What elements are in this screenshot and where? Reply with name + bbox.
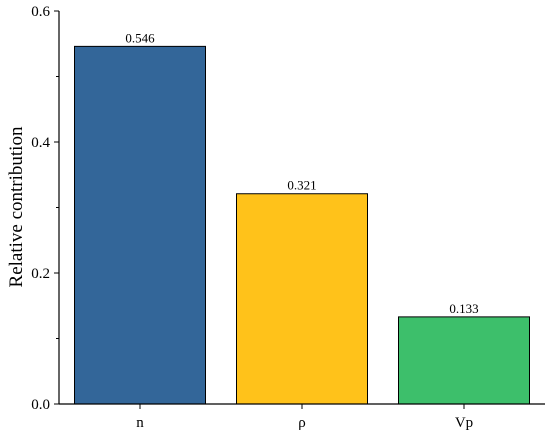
bars-layer xyxy=(74,45,530,405)
bar-0 xyxy=(74,45,206,405)
x-tick-label-1: ρ xyxy=(298,415,306,431)
axes-layer xyxy=(54,10,545,409)
value-label-1: 0.321 xyxy=(287,178,316,193)
value-label-2: 0.133 xyxy=(449,301,478,316)
bar-1 xyxy=(236,193,368,405)
y-tick-label-1: 0.2 xyxy=(31,266,50,282)
labels-layer: 0.546 n 0.321 ρ 0.133 Vp 0.0 0.2 0.4 0.6 xyxy=(31,4,478,431)
y-tick-label-2: 0.4 xyxy=(31,135,50,151)
x-tick-label-0: n xyxy=(136,415,144,431)
y-axis-title: Relative contribution xyxy=(6,126,27,287)
x-tick-label-2: Vp xyxy=(455,415,473,431)
bar-2 xyxy=(398,316,530,405)
y-tick-label-0: 0.0 xyxy=(31,397,50,413)
value-label-0: 0.546 xyxy=(125,30,155,45)
y-tick-label-3: 0.6 xyxy=(31,4,50,20)
